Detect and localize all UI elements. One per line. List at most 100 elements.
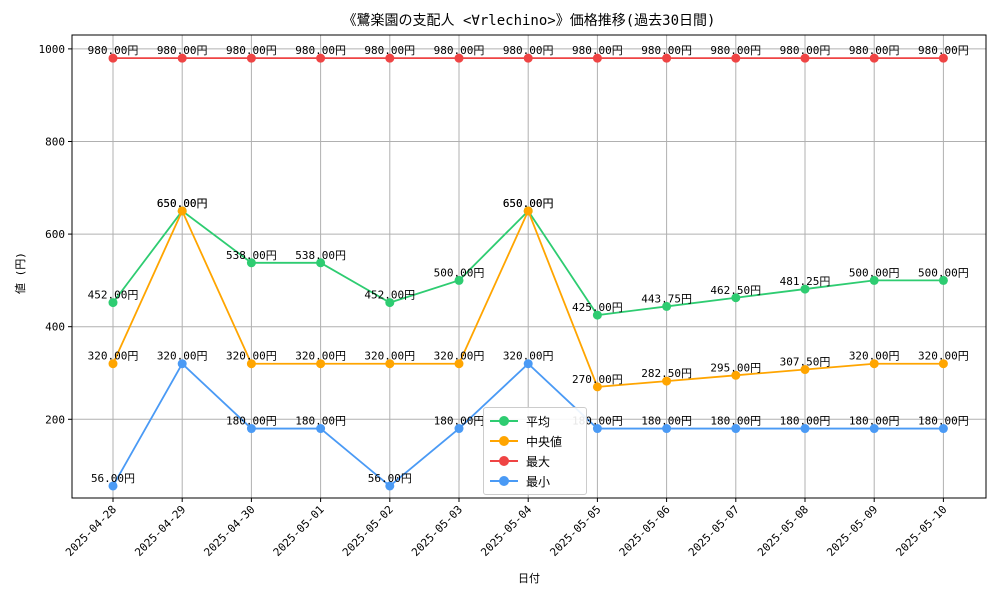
data-label: 56.00円	[91, 472, 135, 485]
data-point	[592, 424, 602, 434]
data-point	[246, 258, 256, 268]
data-point	[454, 359, 464, 369]
data-label: 320.00円	[434, 350, 485, 363]
legend-swatch	[490, 435, 518, 447]
data-point	[662, 53, 672, 63]
data-point	[385, 53, 395, 63]
data-point	[246, 359, 256, 369]
data-label: 980.00円	[918, 44, 969, 57]
data-point	[800, 284, 810, 294]
legend-item: 平均	[490, 411, 580, 431]
data-point	[454, 275, 464, 285]
data-label: 180.00円	[849, 415, 900, 428]
data-label: 307.50円	[780, 356, 831, 369]
y-tick-label: 800	[45, 135, 65, 148]
data-labels: 452.00円 650.00円 538.00円 538.00円 452.00円 500.0…	[88, 44, 969, 485]
data-label: 980.00円	[641, 44, 692, 57]
data-label: 500.00円	[918, 266, 969, 279]
legend-item: 中央値	[490, 431, 580, 451]
data-label: 650.00円	[503, 197, 554, 210]
x-tick-label: 2025-04-28	[63, 503, 119, 559]
data-label: 180.00円	[434, 415, 485, 428]
y-axis-label: 値 (円)	[14, 252, 27, 294]
data-point	[731, 293, 741, 303]
data-label: 180.00円	[780, 415, 831, 428]
data-point	[385, 481, 395, 491]
data-label: 980.00円	[364, 44, 415, 57]
data-label: 980.00円	[710, 44, 761, 57]
y-tick-label: 600	[45, 228, 65, 241]
data-label: 320.00円	[226, 350, 277, 363]
legend-item: 最小	[490, 471, 580, 491]
data-label: 320.00円	[157, 350, 208, 363]
data-label: 425.00円	[572, 301, 623, 314]
data-label: 538.00円	[295, 249, 346, 262]
data-label: 650.00円	[503, 197, 554, 210]
data-point	[938, 424, 948, 434]
data-point	[385, 359, 395, 369]
data-label: 980.00円	[88, 44, 139, 57]
data-label: 56.00円	[368, 472, 412, 485]
data-label: 282.50円	[641, 367, 692, 380]
data-point	[316, 258, 326, 268]
data-point	[385, 298, 395, 308]
data-label: 500.00円	[849, 266, 900, 279]
data-point	[108, 298, 118, 308]
x-tick-label: 2025-04-29	[132, 503, 188, 559]
data-label: 180.00円	[641, 415, 692, 428]
data-point	[731, 370, 741, 380]
data-label: 320.00円	[918, 350, 969, 363]
data-point	[177, 53, 187, 63]
data-label: 270.00円	[572, 373, 623, 386]
data-point	[869, 53, 879, 63]
data-point	[454, 424, 464, 434]
x-tick-label: 2025-05-01	[271, 503, 327, 559]
data-label: 180.00円	[918, 415, 969, 428]
data-label: 320.00円	[88, 350, 139, 363]
data-point	[592, 382, 602, 392]
data-label: 320.00円	[295, 350, 346, 363]
legend: 平均 中央値 最大 最小	[483, 407, 587, 495]
data-label: 538.00円	[226, 249, 277, 262]
data-label: 462.50円	[710, 284, 761, 297]
data-label: 320.00円	[503, 350, 554, 363]
data-point	[800, 424, 810, 434]
data-point	[869, 359, 879, 369]
data-point	[938, 359, 948, 369]
x-tick-label: 2025-05-02	[340, 503, 396, 559]
data-label: 452.00円	[88, 289, 139, 302]
x-tick-label: 2025-05-05	[547, 503, 603, 559]
x-tick-label: 2025-05-03	[409, 503, 465, 559]
data-point	[662, 424, 672, 434]
data-point	[523, 53, 533, 63]
y-tick-label: 200	[45, 413, 65, 426]
data-point	[246, 424, 256, 434]
data-label: 320.00円	[364, 350, 415, 363]
x-tick-label: 2025-05-04	[478, 503, 534, 559]
data-label: 295.00円	[710, 361, 761, 374]
data-point	[454, 53, 464, 63]
data-point	[869, 424, 879, 434]
data-point	[938, 53, 948, 63]
x-tick-label: 2025-05-10	[893, 503, 949, 559]
legend-label: 中央値	[526, 434, 563, 449]
data-point	[523, 206, 533, 216]
series-lines	[108, 53, 948, 491]
x-tick-label: 2025-05-07	[686, 503, 742, 559]
data-point	[662, 376, 672, 386]
data-label: 980.00円	[572, 44, 623, 57]
legend-swatch	[490, 455, 518, 467]
data-label: 980.00円	[780, 44, 831, 57]
data-point	[523, 359, 533, 369]
data-point	[316, 359, 326, 369]
data-point	[731, 424, 741, 434]
data-label: 980.00円	[157, 44, 208, 57]
data-label: 980.00円	[849, 44, 900, 57]
data-point	[177, 359, 187, 369]
data-label: 980.00円	[226, 44, 277, 57]
data-point	[938, 275, 948, 285]
data-point	[800, 365, 810, 375]
x-axis-label: 日付	[518, 572, 540, 585]
data-label: 980.00円	[503, 44, 554, 57]
data-point	[592, 53, 602, 63]
